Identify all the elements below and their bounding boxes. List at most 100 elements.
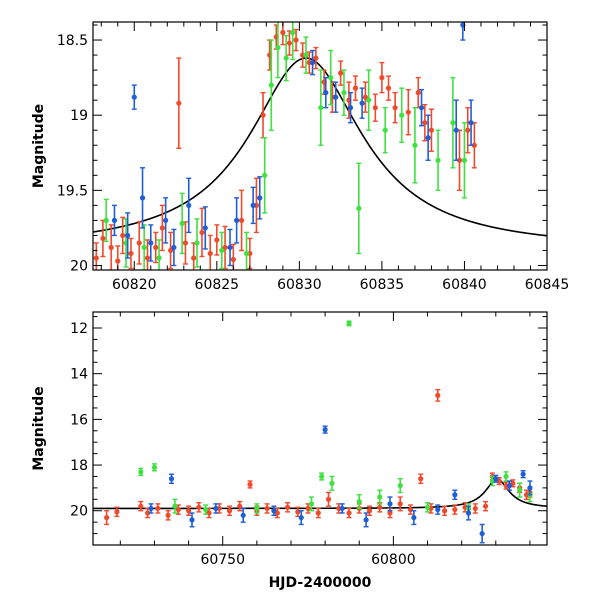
data-point-red bbox=[346, 507, 352, 519]
x-tick-label: 60825 bbox=[195, 277, 240, 293]
data-point-red bbox=[104, 510, 110, 526]
data-point-red bbox=[284, 502, 291, 513]
bottom-plot-frame bbox=[92, 311, 548, 546]
bottom-panel: 60750 60800 12 14 16 18 20 Magnitude HJD-2400… bbox=[31, 311, 548, 591]
bottom-x-axis-label: HJD-2400000 bbox=[269, 575, 372, 591]
data-point-red bbox=[392, 91, 398, 124]
data-point-blue bbox=[411, 510, 417, 526]
data-point-red bbox=[159, 204, 165, 252]
data-point-red bbox=[207, 234, 213, 270]
data-point-blue bbox=[148, 503, 154, 514]
data-point-green bbox=[329, 475, 335, 491]
bottom-model-curve bbox=[93, 478, 547, 510]
data-point-blue bbox=[271, 505, 277, 517]
x-tick-label: 60835 bbox=[360, 277, 405, 293]
data-point-red bbox=[397, 496, 403, 512]
data-point-green bbox=[435, 129, 441, 192]
data-point-blue bbox=[359, 87, 365, 119]
bottom-y-tick-labels: 12 14 16 18 20 bbox=[70, 321, 88, 520]
data-point-green bbox=[356, 494, 362, 510]
data-point-red bbox=[482, 500, 489, 512]
data-point-red bbox=[422, 103, 428, 142]
data-point-red bbox=[199, 207, 205, 258]
data-point-red bbox=[185, 505, 192, 517]
bottom-x-tick-labels: 60750 60800 bbox=[200, 552, 415, 568]
data-point-green bbox=[103, 198, 109, 243]
data-point-blue bbox=[339, 503, 345, 514]
data-point-green bbox=[397, 478, 403, 494]
data-point-red bbox=[114, 506, 120, 518]
bottom-data-points bbox=[104, 320, 533, 544]
data-point-red bbox=[462, 502, 468, 513]
data-point-red bbox=[372, 93, 378, 122]
x-tick-label: 60830 bbox=[277, 277, 322, 293]
data-point-green bbox=[424, 502, 431, 513]
model-curve-line bbox=[93, 57, 547, 237]
data-point-red bbox=[441, 505, 448, 517]
data-point-blue bbox=[479, 523, 485, 544]
data-point-green bbox=[151, 463, 158, 472]
data-point-green bbox=[179, 192, 185, 255]
model-curve-line bbox=[93, 478, 547, 510]
top-x-tick-labels: 60820 60825 60830 60835 60840 60845 bbox=[112, 277, 569, 293]
data-point-red bbox=[465, 106, 471, 154]
data-point-blue bbox=[213, 503, 219, 514]
data-point-red bbox=[182, 221, 189, 265]
data-point-blue bbox=[163, 197, 169, 244]
data-point-red bbox=[472, 503, 478, 514]
data-point-blue bbox=[323, 76, 329, 109]
data-point-green bbox=[283, 34, 289, 82]
data-point-green bbox=[356, 162, 362, 255]
data-point-blue bbox=[468, 99, 474, 146]
data-point-green bbox=[308, 496, 315, 512]
data-point-green bbox=[141, 224, 147, 270]
data-point-green bbox=[461, 122, 468, 199]
data-point-blue bbox=[131, 84, 137, 110]
data-point-red bbox=[471, 122, 477, 169]
data-point-blue bbox=[453, 99, 459, 161]
data-point-blue bbox=[493, 474, 499, 483]
data-point-blue bbox=[111, 204, 118, 237]
data-point-red bbox=[366, 505, 373, 517]
data-point-red bbox=[247, 480, 253, 489]
bottom-axis-ticks bbox=[93, 312, 547, 546]
data-point-red bbox=[153, 231, 159, 264]
data-point-red bbox=[325, 491, 332, 507]
y-tick-label: 20 bbox=[70, 258, 88, 274]
data-point-blue bbox=[234, 197, 240, 244]
data-point-blue bbox=[520, 470, 526, 479]
data-point-blue bbox=[309, 49, 316, 76]
data-point-red bbox=[100, 219, 106, 258]
data-point-red bbox=[338, 60, 344, 86]
data-point-red bbox=[452, 504, 458, 515]
data-point-blue bbox=[452, 489, 458, 501]
data-point-blue bbox=[202, 206, 208, 250]
data-point-green bbox=[382, 106, 388, 154]
data-point-blue bbox=[506, 480, 513, 491]
data-point-red bbox=[379, 61, 385, 94]
data-point-red bbox=[155, 503, 161, 514]
data-point-green bbox=[318, 69, 324, 146]
data-point-red bbox=[405, 88, 411, 136]
data-point-red bbox=[222, 225, 228, 270]
data-point-blue bbox=[189, 512, 195, 528]
data-point-green bbox=[341, 69, 347, 116]
data-point-green bbox=[366, 69, 372, 131]
data-point-blue bbox=[148, 224, 154, 262]
data-point-blue bbox=[240, 507, 246, 523]
data-point-red bbox=[214, 224, 220, 256]
data-point-red bbox=[226, 505, 233, 517]
data-point-green bbox=[303, 36, 309, 74]
data-point-blue bbox=[250, 186, 256, 225]
data-point-green bbox=[503, 471, 509, 482]
data-point-green bbox=[268, 39, 274, 131]
data-point-red bbox=[115, 245, 121, 270]
data-point-blue bbox=[227, 228, 233, 267]
data-point-red bbox=[286, 30, 293, 56]
data-point-red bbox=[407, 504, 414, 515]
data-point-red bbox=[260, 91, 266, 139]
data-point-red bbox=[418, 473, 424, 485]
data-point-blue bbox=[171, 228, 177, 267]
data-point-blue bbox=[465, 505, 472, 521]
